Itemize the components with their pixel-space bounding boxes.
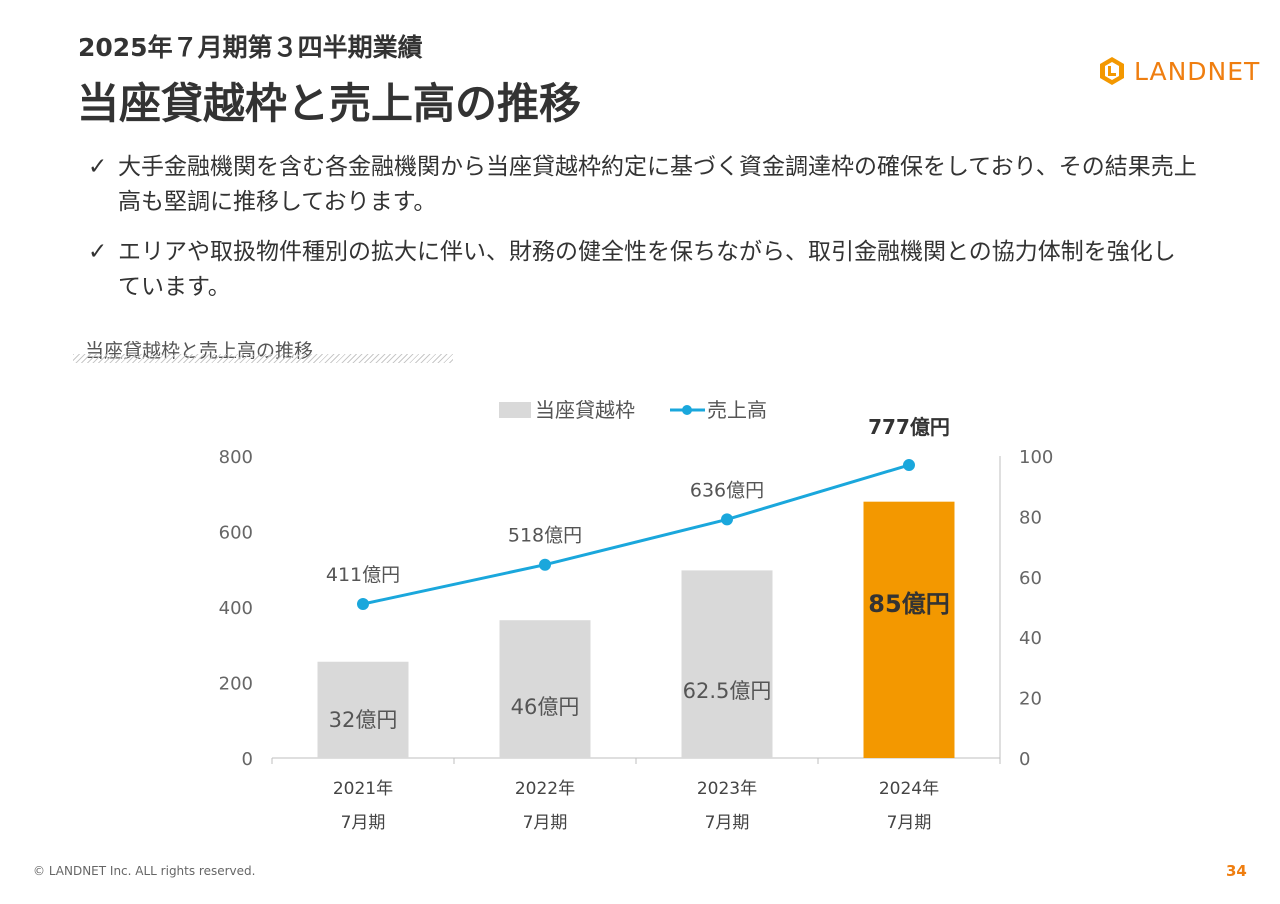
sales-value-label: 636億円 bbox=[690, 479, 764, 501]
check-icon: ✓ bbox=[88, 239, 108, 265]
sales-point bbox=[539, 558, 551, 571]
x-tick-label: 7月期 bbox=[887, 813, 932, 833]
copyright: © LANDNET Inc. ALL rights reserved. bbox=[33, 864, 256, 878]
bar-value-label: 46億円 bbox=[511, 695, 580, 719]
slide-title: 当座貸越枠と売上高の推移 bbox=[77, 79, 582, 128]
bar-value-label: 85億円 bbox=[868, 590, 949, 618]
bar bbox=[863, 501, 955, 758]
x-tick-label: 7月期 bbox=[705, 813, 750, 833]
legend-line-label: 売上高 bbox=[707, 398, 767, 422]
y-left-tick-label: 800 bbox=[219, 447, 253, 468]
sales-value-label: 411億円 bbox=[326, 564, 400, 586]
y-left-tick-label: 0 bbox=[242, 749, 253, 770]
bar-value-label: 62.5億円 bbox=[683, 679, 772, 703]
bullet-item: ✓ 大手金融機関を含む各金融機関から当座貸越枠約定に基づく資金調達枠の確保をして… bbox=[88, 150, 1198, 220]
bar bbox=[681, 570, 773, 758]
y-right-tick-label: 60 bbox=[1019, 568, 1042, 589]
sales-point bbox=[721, 513, 733, 526]
legend-bar-swatch bbox=[499, 402, 531, 418]
legend-bar-label: 当座貸越枠 bbox=[535, 398, 635, 422]
y-right-tick-label: 20 bbox=[1019, 689, 1042, 710]
bullet-text: エリアや取扱物件種別の拡大に伴い、財務の健全性を保ちながら、取引金融機関との協力… bbox=[118, 239, 1176, 300]
bar bbox=[499, 620, 591, 758]
y-right-tick-label: 80 bbox=[1019, 507, 1042, 528]
slide-subtitle: 2025年７月期第３四半期業績 bbox=[78, 33, 423, 62]
check-icon: ✓ bbox=[88, 154, 108, 180]
x-tick-label: 2024年 bbox=[879, 779, 939, 799]
y-right-tick-label: 40 bbox=[1019, 628, 1042, 649]
sales-line bbox=[362, 463, 910, 606]
x-tick-label: 7月期 bbox=[341, 813, 386, 833]
y-left-tick-label: 600 bbox=[219, 523, 253, 544]
y-left-tick-label: 400 bbox=[219, 598, 253, 619]
bullet-text: 大手金融機関を含む各金融機関から当座貸越枠約定に基づく資金調達枠の確保をしており… bbox=[118, 154, 1197, 215]
x-tick-label: 2023年 bbox=[697, 779, 757, 799]
x-tick-label: 2022年 bbox=[515, 779, 575, 799]
company-logo: LANDNET bbox=[1097, 56, 1260, 86]
y-right-tick-label: 0 bbox=[1019, 749, 1030, 770]
sales-value-label: 518億円 bbox=[508, 525, 582, 547]
sales-point bbox=[903, 459, 915, 472]
logo-text: LANDNET bbox=[1134, 56, 1261, 86]
logo-mark-icon bbox=[1100, 57, 1124, 85]
x-tick-label: 7月期 bbox=[523, 813, 568, 833]
sales-value-label: 777億円 bbox=[868, 415, 950, 439]
sales-point bbox=[357, 597, 369, 610]
bar-value-label: 32億円 bbox=[329, 708, 398, 732]
legend-line-marker bbox=[682, 405, 692, 415]
bar bbox=[317, 661, 409, 758]
bullet-item: ✓ エリアや取扱物件種別の拡大に伴い、財務の健全性を保ちながら、取引金融機関との… bbox=[88, 235, 1198, 305]
y-right-tick-label: 100 bbox=[1019, 447, 1053, 468]
bullet-list: ✓ 大手金融機関を含む各金融機関から当座貸越枠約定に基づく資金調達枠の確保をして… bbox=[88, 150, 1198, 320]
x-tick-label: 2021年 bbox=[333, 779, 393, 799]
page-number: 34 bbox=[1226, 862, 1247, 880]
section-label-underline bbox=[73, 354, 453, 363]
y-left-tick-label: 200 bbox=[219, 674, 253, 695]
